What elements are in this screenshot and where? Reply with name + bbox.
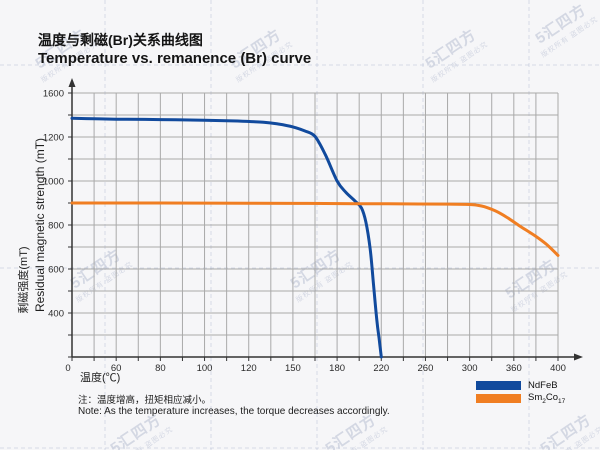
y-axis-title-en: Residual magnetic strength (mT) bbox=[33, 138, 47, 312]
chart-title-en: Temperature vs. remanence (Br) curve bbox=[38, 50, 312, 67]
legend-swatch-ndfeb bbox=[476, 381, 521, 390]
y-tick-label: 1600 bbox=[43, 89, 64, 100]
legend-label-sm2co17: Sm2Co17 bbox=[528, 392, 566, 405]
x-tick-label: 300 bbox=[462, 363, 478, 374]
legend-swatch-sm2co17 bbox=[476, 394, 521, 403]
legend: NdFeB Sm2Co17 bbox=[476, 380, 565, 406]
chart-title-zh: 温度与剩磁(Br)关系曲线图 bbox=[38, 32, 203, 48]
y-tick-label: 600 bbox=[48, 265, 64, 276]
y-tick-label: 400 bbox=[48, 309, 64, 320]
x-tick-label: 80 bbox=[155, 363, 166, 374]
series-curve-ndfeb bbox=[70, 116, 383, 359]
y-tick-label: 1200 bbox=[43, 133, 64, 144]
x-tick-label: 120 bbox=[241, 363, 257, 374]
y-tick-labels: 1600 1200 1000 800 600 400 bbox=[43, 89, 64, 320]
y-tick-label: 1000 bbox=[43, 177, 64, 188]
x-axis-arrow bbox=[574, 353, 583, 361]
footnote: 注：温度增高，扭矩相应减小。 Note: As the temperature … bbox=[78, 395, 390, 417]
legend-item-sm2co17: Sm2Co17 bbox=[476, 392, 566, 405]
legend-item-ndfeb: NdFeB bbox=[476, 380, 565, 391]
x-tick-label: 0 bbox=[65, 363, 70, 374]
y-tick-label: 800 bbox=[48, 221, 64, 232]
x-tick-label: 180 bbox=[329, 363, 345, 374]
x-tick-label: 360 bbox=[506, 363, 522, 374]
x-tick-label: 220 bbox=[373, 363, 389, 374]
legend-label-ndfeb: NdFeB bbox=[528, 380, 558, 391]
x-tick-label: 260 bbox=[418, 363, 434, 374]
footnote-zh: 注：温度增高，扭矩相应减小。 bbox=[78, 395, 212, 406]
x-axis-title: 温度(℃) bbox=[80, 370, 120, 384]
plot-gridlines bbox=[71, 92, 559, 358]
y-axis-title-zh: 剩磁强度(mT) bbox=[16, 246, 30, 313]
x-tick-label: 150 bbox=[285, 363, 301, 374]
series-curve-sm2co17 bbox=[70, 201, 560, 257]
x-tick-label: 60 bbox=[111, 363, 122, 374]
footnote-en: Note: As the temperature increases, the … bbox=[78, 406, 390, 417]
y-axis-arrow bbox=[68, 78, 76, 87]
x-tick-labels: 0 60 80 100 120 150 180 220 260 300 360 400 bbox=[65, 363, 566, 374]
x-tick-label: 100 bbox=[197, 363, 213, 374]
x-tick-label: 400 bbox=[550, 363, 566, 374]
axes bbox=[68, 78, 583, 361]
